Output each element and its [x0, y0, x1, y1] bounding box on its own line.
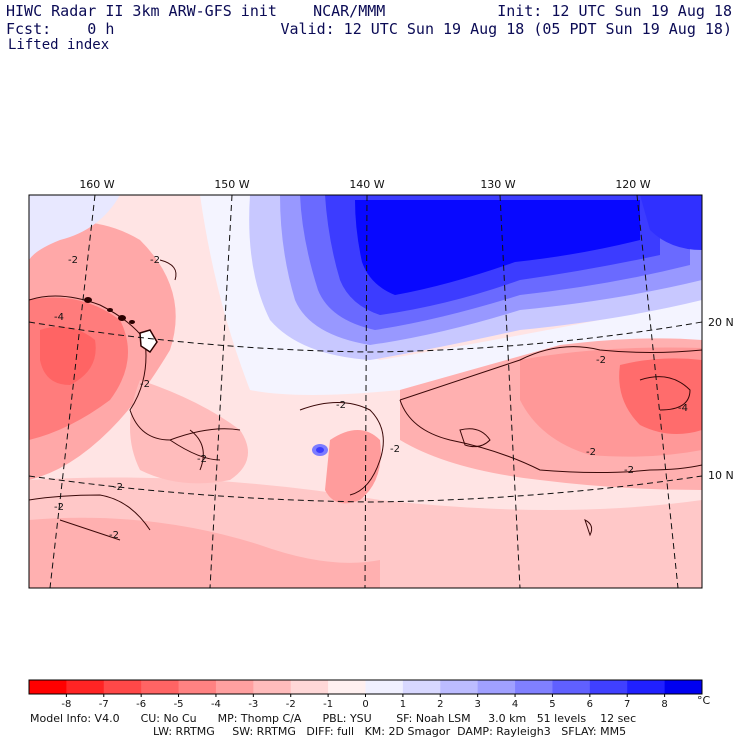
map-frame: [28, 194, 703, 589]
colorbar-tick-label: 3: [474, 699, 480, 710]
colorbar-swatch: [440, 680, 479, 694]
levels: 51 levels: [536, 712, 587, 725]
sflay-scheme: SFLAY: MM5: [561, 725, 627, 738]
forecast-hour: Fcst: 0 h: [6, 20, 114, 38]
colorbar-tick-label: -1: [323, 699, 333, 710]
colorbar-swatch: [627, 680, 666, 694]
colorbar-tick-label: -3: [248, 699, 258, 710]
lat-label-20n: 20 N: [708, 316, 734, 329]
lw-scheme: LW: RRTMG: [153, 725, 215, 738]
contour-label: -4: [678, 403, 688, 414]
init-time: Init: 12 UTC Sun 19 Aug 18: [497, 2, 732, 20]
colorbar-tick-label: -2: [286, 699, 296, 710]
colorbar-swatch: [402, 680, 441, 694]
sf-scheme: SF: Noah LSM: [396, 712, 471, 725]
contour-label: -4: [54, 312, 64, 323]
colorbar-tick-label: -4: [211, 699, 221, 710]
colorbar-tick-label: -7: [99, 699, 109, 710]
colorbar-tick-label: 1: [400, 699, 406, 710]
colorbar-swatch: [29, 680, 67, 694]
title-line: HIWC Radar II 3km ARW-GFS init NCAR/MMM: [6, 2, 385, 20]
contour-label: -2: [68, 255, 78, 266]
colorbar-tick-label: 5: [549, 699, 555, 710]
colorbar-unit: °C: [697, 694, 711, 707]
colorbar-tick-label: -8: [61, 699, 71, 710]
valid-time: Valid: 12 UTC Sun 19 Aug 18 (05 PDT Sun …: [280, 20, 732, 38]
resolution: 3.0 km: [488, 712, 527, 725]
contour-label: -2: [596, 355, 606, 366]
lon-label-130w: 130 W: [480, 178, 515, 191]
model-info-footer: Model Info: V4.0 CU: No Cu MP: Thomp C/A…: [30, 712, 720, 738]
contour-value-labels: -2 -2 -4 -2 -2 -2 -2 -2 -2 -2 -2 -4 -2 -…: [54, 255, 688, 541]
colorbar-swatch: [515, 680, 553, 694]
lon-label-120w: 120 W: [615, 178, 650, 191]
colorbar-swatch: [328, 680, 366, 694]
pbl-scheme: PBL: YSU: [322, 712, 372, 725]
km-scheme: KM: 2D Smagor: [364, 725, 451, 738]
colorbar-tick-label: 8: [661, 699, 667, 710]
damp-scheme: DAMP: Rayleigh3: [457, 725, 551, 738]
diff-scheme: DIFF: full: [306, 725, 355, 738]
colorbar-tick-label: 0: [362, 699, 368, 710]
timestep: 12 sec: [600, 712, 637, 725]
colorbar-swatch: [552, 680, 591, 694]
colorbar-tick-label: 6: [587, 699, 593, 710]
colorbar-swatch: [141, 680, 180, 694]
contour-label: -2: [197, 454, 207, 465]
lifted-index-field: [29, 195, 702, 588]
colorbar-tick-label: 7: [624, 699, 630, 710]
model-info: Model Info: V4.0: [30, 712, 120, 725]
colorbar-swatch: [215, 680, 254, 694]
hawaii-islands: [84, 297, 158, 354]
lon-label-150w: 150 W: [214, 178, 249, 191]
lon-label-140w: 140 W: [349, 178, 384, 191]
colorbar-tick-label: -5: [174, 699, 184, 710]
colorbar-swatch: [66, 680, 105, 694]
footer-row-1: Model Info: V4.0 CU: No Cu MP: Thomp C/A…: [30, 712, 720, 725]
lat-label-10n: 10 N: [708, 469, 734, 482]
contour-label: -2: [586, 447, 596, 458]
lon-label-160w: 160 W: [79, 178, 114, 191]
colorbar: [28, 679, 703, 695]
colorbar-swatch: [178, 680, 217, 694]
contour-label: -2: [113, 482, 123, 493]
contour-label: -2: [140, 379, 150, 390]
fcst-label: Fcst:: [6, 20, 52, 38]
cu-scheme: CU: No Cu: [140, 712, 197, 725]
colorbar-swatch: [365, 680, 404, 694]
contour-label: -2: [109, 530, 119, 541]
contour-label: -2: [624, 465, 634, 476]
graticule: [29, 195, 702, 588]
colorbar-tick-label: 2: [437, 699, 443, 710]
organization: NCAR/MMM: [313, 2, 386, 20]
colorbar-swatch: [664, 680, 703, 694]
colorbar-swatch: [589, 680, 628, 694]
sw-scheme: SW: RRTMG: [232, 725, 296, 738]
contour-label: -2: [54, 502, 64, 513]
colorbar-swatch: [253, 680, 292, 694]
colorbar-swatch: [290, 680, 329, 694]
contour-label: -2: [150, 255, 160, 266]
footer-row-2: LW: RRTMG SW: RRTMG DIFF: full KM: 2D Sm…: [30, 725, 720, 738]
mp-scheme: MP: Thomp C/A: [217, 712, 302, 725]
colorbar-swatch: [477, 680, 516, 694]
model-title: HIWC Radar II 3km ARW-GFS init: [6, 2, 277, 20]
colorbar-ticks: -8 -7 -6 -5 -4 -3 -2 -1 0 1 2 3 4 5 6 7 8: [61, 694, 668, 710]
colorbar-tick-label: -6: [136, 699, 146, 710]
fcst-value: 0 h: [87, 20, 115, 38]
contour-label: -2: [336, 400, 346, 411]
contour-label: -2: [390, 444, 400, 455]
colorbar-tick-label: 4: [512, 699, 518, 710]
field-name: Lifted index: [8, 37, 110, 53]
colorbar-swatch: [103, 680, 142, 694]
